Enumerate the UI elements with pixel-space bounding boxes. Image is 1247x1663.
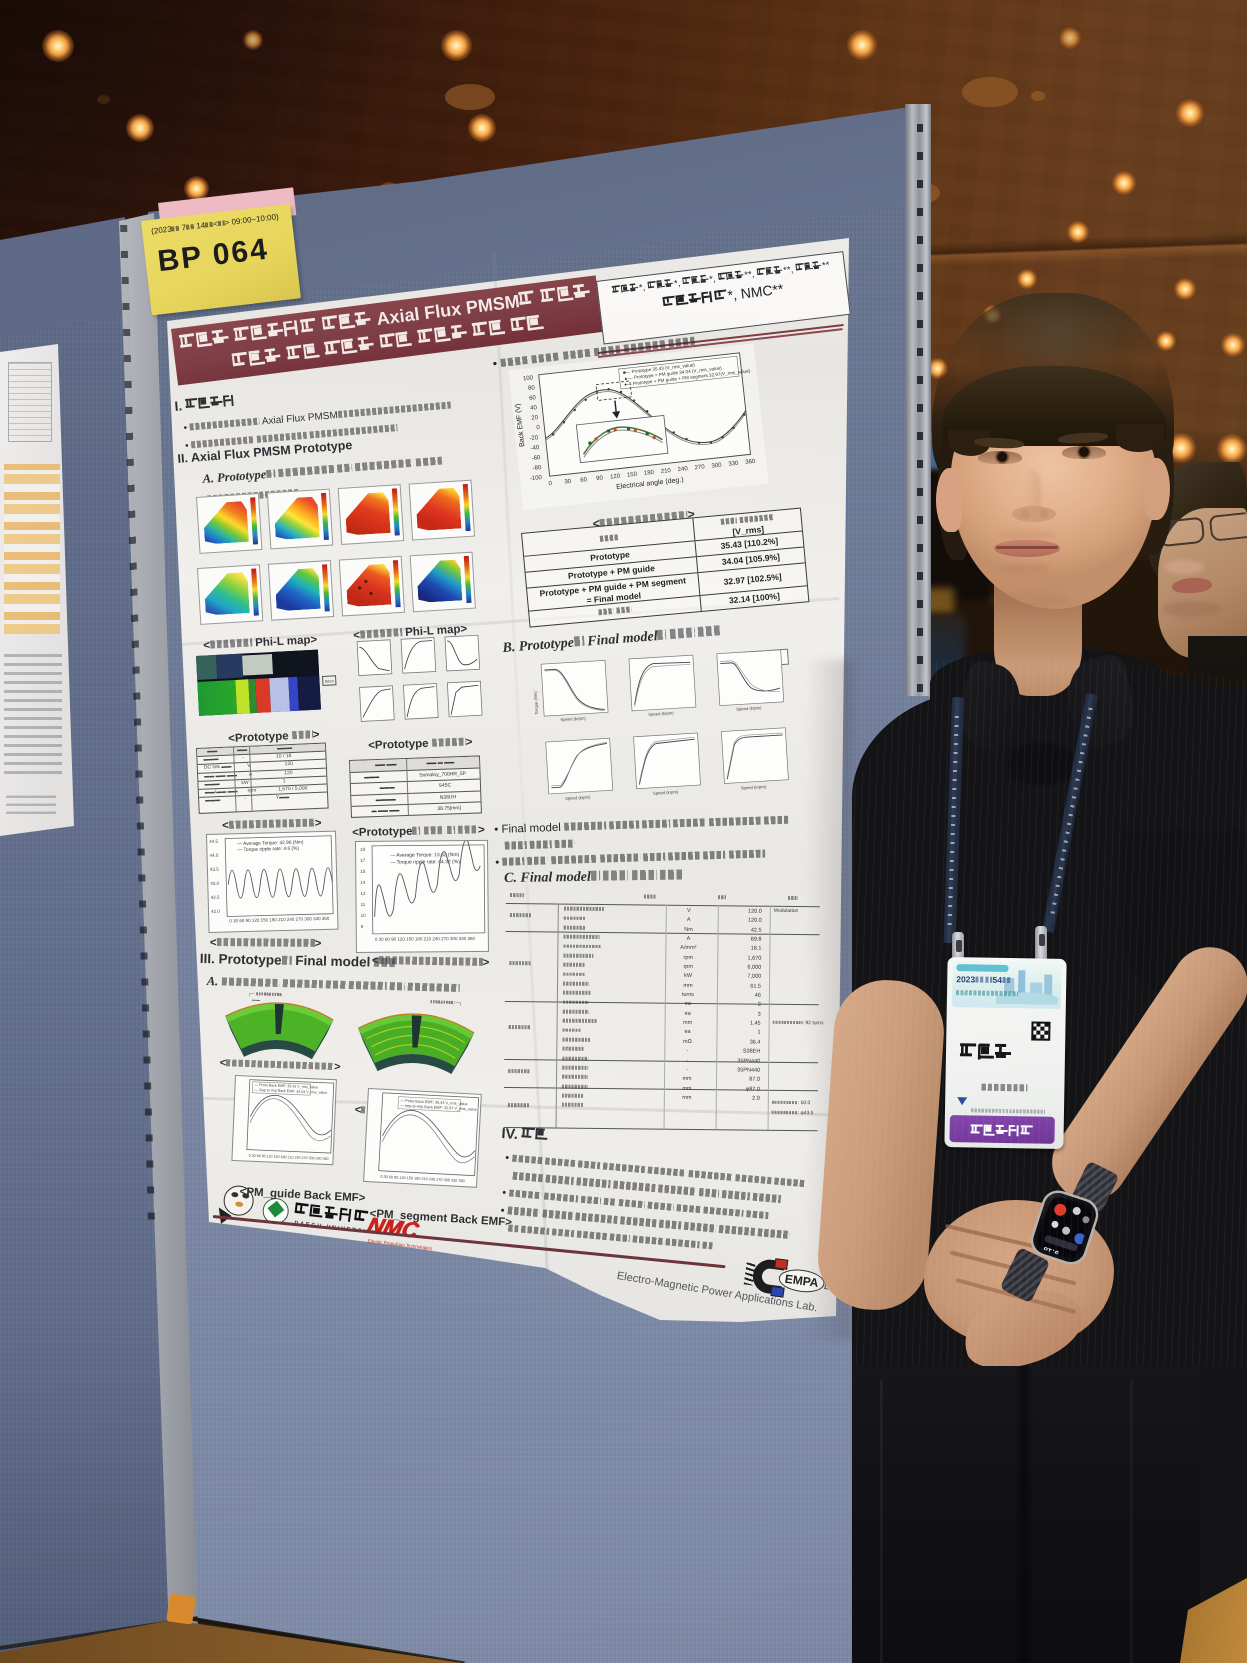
svg-text:80: 80 — [528, 385, 536, 392]
svg-text:— Proto Back EMF: 35.43 V_rms_: — Proto Back EMF: 35.43 V_rms_value — [400, 1099, 467, 1107]
svg-text:40: 40 — [530, 405, 538, 412]
svg-text:20: 20 — [531, 415, 539, 422]
svg-text:Speed (krpm): Speed (krpm) — [648, 710, 674, 717]
svg-text:— Average Torque: 42.96 (Nm): — Average Torque: 42.96 (Nm) — [237, 839, 304, 847]
svg-text:42.0: 42.0 — [211, 909, 220, 914]
svg-text:360: 360 — [745, 459, 756, 466]
svg-text:Speed (krpm): Speed (krpm) — [736, 705, 762, 712]
svg-text:0 30 60 90 120 150 180 210: 0 30 60 90 120 150 180 210 240 270 300 3… — [375, 936, 476, 942]
svg-text:Speed (krpm): Speed (krpm) — [565, 794, 591, 801]
svg-text:270: 270 — [694, 464, 705, 471]
svg-text:-40: -40 — [530, 445, 540, 452]
svg-text:17: 17 — [360, 858, 366, 863]
svg-text:— Torque ripple rate: 44.32 (%: — Torque ripple rate: 44.32 (%) — [390, 859, 460, 866]
svg-text:150: 150 — [627, 472, 638, 479]
svg-text:— Average Torque: 13.62 (Nm): — Average Torque: 13.62 (Nm) — [390, 852, 459, 859]
svg-text:Torque (Nm): Torque (Nm) — [533, 691, 539, 715]
svg-text:9: 9 — [361, 924, 364, 929]
svg-text:-100: -100 — [530, 475, 543, 482]
svg-text:0: 0 — [536, 425, 541, 431]
svg-text:19: 19 — [360, 847, 366, 852]
svg-text:90: 90 — [596, 475, 604, 482]
svg-text:12: 12 — [360, 891, 366, 896]
svg-text:180: 180 — [644, 470, 655, 477]
svg-text:-60: -60 — [531, 455, 541, 462]
svg-text:— Gap to Imp Back EMF: 34.04 V: — Gap to Imp Back EMF: 34.04 V_rms_value — [254, 1088, 327, 1095]
svg-text:10: 10 — [361, 913, 367, 918]
svg-text:11: 11 — [361, 902, 366, 907]
svg-text:60: 60 — [529, 395, 537, 402]
svg-text:100: 100 — [523, 375, 534, 382]
svg-text:— Torque ripple rate: 4.6 (%): — Torque ripple rate: 4.6 (%) — [237, 846, 299, 854]
svg-text:-20: -20 — [529, 435, 539, 442]
svg-text:14: 14 — [360, 880, 366, 885]
svg-text:330: 330 — [728, 461, 739, 468]
svg-text:0 30 60 90 120 150 180 210: 0 30 60 90 120 150 180 210 240 270 300 3… — [249, 1154, 329, 1161]
svg-text:120: 120 — [610, 473, 621, 480]
svg-text:0 30 60 90 120 150 180 210: 0 30 60 90 120 150 180 210 240 270 300 3… — [229, 916, 330, 924]
svg-text:Back EMF (V): Back EMF (V) — [515, 403, 527, 447]
svg-text:15: 15 — [360, 869, 366, 874]
svg-text:300: 300 — [711, 462, 722, 469]
svg-text:42.5: 42.5 — [211, 895, 220, 900]
svg-text:Speed (krpm): Speed (krpm) — [653, 789, 679, 796]
svg-text:0 30 60 90 120 150 180 210: 0 30 60 90 120 150 180 210 240 270 300 3… — [380, 1175, 465, 1183]
svg-text:44.5: 44.5 — [209, 839, 218, 844]
svg-text:Speed (krpm): Speed (krpm) — [741, 784, 767, 791]
svg-text:240: 240 — [677, 466, 688, 473]
svg-text:— Imp-to-Imp Back EMF: 32.97 V: — Imp-to-Imp Back EMF: 32.97 V_rms_value — [400, 1104, 477, 1112]
svg-text:43.5: 43.5 — [210, 867, 219, 872]
svg-text:— Proto Back EMF: 35.43 V_rms_: — Proto Back EMF: 35.43 V_rms_value — [255, 1083, 319, 1090]
svg-text:0: 0 — [548, 481, 553, 487]
svg-text:-80: -80 — [533, 465, 543, 472]
svg-text:210: 210 — [661, 468, 672, 475]
svg-text:30: 30 — [564, 479, 572, 486]
svg-text:44.0: 44.0 — [209, 853, 218, 858]
svg-text:43.0: 43.0 — [210, 881, 219, 886]
svg-text:60: 60 — [580, 477, 588, 484]
svg-text:Speed (krpm): Speed (krpm) — [560, 716, 586, 723]
